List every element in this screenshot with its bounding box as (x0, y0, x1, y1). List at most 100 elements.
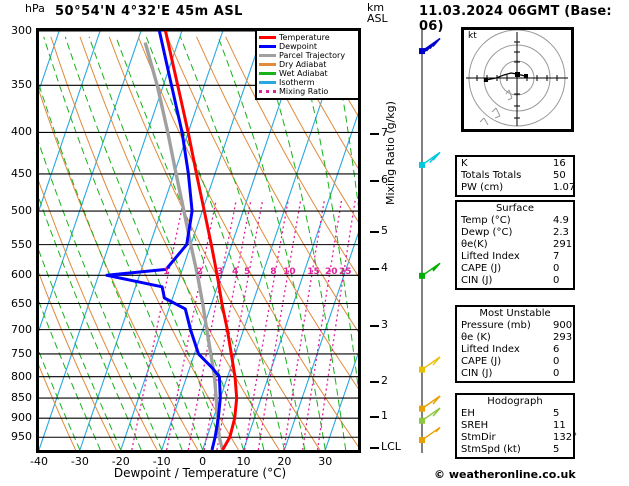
height-tick-mark (370, 231, 379, 233)
pressure-tick-800: 800 (11, 369, 32, 383)
table-row-value: 291 (553, 239, 573, 250)
legend-label: Dewpoint (279, 42, 318, 51)
wind-barb-column[interactable] (415, 28, 460, 453)
table-row-value: 4.9 (553, 215, 569, 226)
station-title: 50°54'N 4°32'E 45m ASL (55, 4, 243, 19)
legend-swatch (259, 81, 276, 84)
table-row: Lifted Index 6 (457, 344, 573, 356)
legend-item-wet-adiabat: Wet Adiabat (259, 69, 356, 78)
legend-swatch (259, 54, 276, 57)
height-unit-line1: km (367, 1, 385, 14)
table-row: EH 5 (457, 408, 573, 420)
height-tick-5: 5 (381, 224, 388, 237)
wind-barb-svg (419, 28, 441, 453)
height-tick-mark (370, 447, 379, 449)
legend-label: Wet Adiabat (279, 69, 328, 78)
wind-barb (419, 37, 441, 55)
pressure-tick-400: 400 (11, 125, 32, 139)
legend-swatch (259, 36, 276, 39)
wind-barb (419, 407, 441, 424)
table-row-value: 0 (553, 368, 560, 379)
table-row-value: 11 (553, 420, 566, 431)
mixing-ratio-label-1: 1 (163, 267, 170, 278)
legend-swatch (259, 45, 276, 48)
table-row-key: EH (461, 408, 475, 419)
height-tick-1: 1 (381, 409, 388, 422)
table-row: K 16 (457, 158, 573, 170)
dewpoint-line (107, 31, 221, 450)
height-unit-line2: ASL (367, 12, 388, 25)
temp-tick-0: 0 (199, 455, 207, 468)
legend-item-isotherm: Isotherm (259, 78, 356, 87)
table-row: Lifted Index 7 (457, 251, 573, 263)
table-row: θe(K) 291 (457, 239, 573, 251)
pressure-tick-300: 300 (11, 24, 32, 37)
table-row-value: 0 (553, 263, 560, 274)
table-row-value: 0 (553, 275, 560, 286)
height-tick-3: 3 (381, 318, 388, 331)
table-row-key: θe(K) (461, 239, 488, 250)
table-row-key: CIN (J) (461, 275, 493, 286)
height-tick-mark (370, 133, 379, 135)
table-row-value: 0 (553, 356, 560, 367)
temp-tick--40: -40 (30, 455, 48, 468)
pressure-tick-350: 350 (11, 78, 32, 92)
table-row: Dewp (°C) 2.3 (457, 227, 573, 239)
dry-adiabat-lines (39, 37, 358, 450)
table-row-key: CAPE (J) (461, 263, 502, 274)
height-unit-label: km ASL (367, 2, 388, 24)
legend-swatch (259, 63, 276, 66)
table-row-key: CAPE (J) (461, 356, 502, 367)
table-heading: Hodograph (487, 396, 543, 407)
height-tick-mark (370, 381, 379, 383)
table-row: CAPE (J) 0 (457, 263, 573, 275)
legend-item-parcel-trajectory: Parcel Trajectory (259, 51, 356, 60)
height-tick-mark (370, 416, 379, 418)
temperature-line (166, 31, 237, 450)
mixing-ratio-label-20: 20 (324, 267, 338, 278)
legend-label: Temperature (279, 33, 330, 42)
hodograph-plot[interactable]: kt (461, 27, 574, 132)
general-indices-table: K 16 Totals Totals 50 PW (cm) 1.07 (455, 155, 575, 197)
mixing-ratio-label-3: 3 (216, 267, 224, 278)
wind-barb (419, 356, 441, 373)
surface-table: Surface Temp (°C) 4.9 Dewp (°C) 2.3 θe(K) 291 L… (455, 200, 575, 290)
most-unstable-table: Most Unstable Pressure (mb) 900 θe (K) 293 Li… (455, 305, 575, 383)
temp-tick-30: 30 (318, 455, 333, 468)
wind-barb (419, 426, 441, 444)
mixing-ratio-label-10: 10 (283, 267, 296, 278)
height-tick-4: 4 (381, 261, 388, 274)
height-tick-mark (370, 325, 379, 327)
hodograph-table: Hodograph EH 5 SREH 11 StmDir 132° StmSpd (kt) 5 (455, 393, 577, 459)
temp-tick-10: 10 (236, 455, 251, 468)
pressure-unit-label: hPa (25, 2, 45, 15)
mixing-ratio-label-25: 25 (338, 267, 352, 278)
table-row-value: 5 (553, 444, 560, 455)
mixing-ratio-lines (132, 200, 355, 450)
height-tick-2: 2 (381, 374, 388, 387)
mixing-ratio-label-5: 5 (244, 267, 251, 278)
table-row-value: 2.3 (553, 227, 569, 238)
table-row: StmDir 132° (457, 432, 577, 444)
pressure-tick-500: 500 (11, 204, 32, 218)
table-row-value: 293 (553, 332, 573, 343)
pressure-tick-850: 850 (11, 391, 32, 405)
legend-item-temperature: Temperature (259, 33, 356, 42)
pressure-tick-750: 750 (11, 346, 32, 360)
temp-tick--30: -30 (70, 455, 89, 468)
table-heading: Most Unstable (479, 308, 551, 319)
table-row-key: Lifted Index (461, 344, 520, 355)
table-row: CIN (J) 0 (457, 368, 573, 380)
copyright-notice: © weatheronline.co.uk (434, 468, 576, 481)
pressure-tick-600: 600 (11, 268, 32, 282)
mixing-ratio-label-2: 2 (196, 267, 203, 278)
height-tick-7: 7 (381, 126, 388, 139)
skewt-plot[interactable] (36, 28, 361, 453)
wind-barb (419, 262, 441, 279)
table-row: CIN (J) 0 (457, 275, 573, 287)
table-row-key: θe (K) (461, 332, 491, 343)
legend-swatch (259, 90, 276, 93)
table-row: PW (cm) 1.07 (457, 182, 575, 194)
temp-tick--20: -20 (111, 455, 130, 468)
table-row-value: 5 (553, 408, 560, 419)
